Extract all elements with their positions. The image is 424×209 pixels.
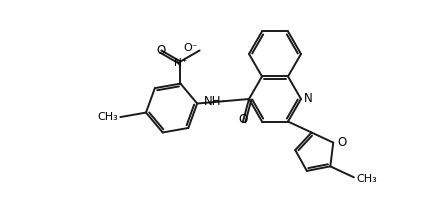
Text: O: O: [238, 113, 248, 126]
Text: CH₃: CH₃: [356, 174, 377, 184]
Text: N⁺: N⁺: [174, 57, 187, 68]
Text: N: N: [304, 92, 313, 104]
Text: CH₃: CH₃: [98, 112, 118, 122]
Text: O⁻: O⁻: [183, 43, 198, 54]
Text: O: O: [157, 44, 166, 57]
Text: O: O: [337, 136, 346, 149]
Text: NH: NH: [204, 95, 221, 108]
